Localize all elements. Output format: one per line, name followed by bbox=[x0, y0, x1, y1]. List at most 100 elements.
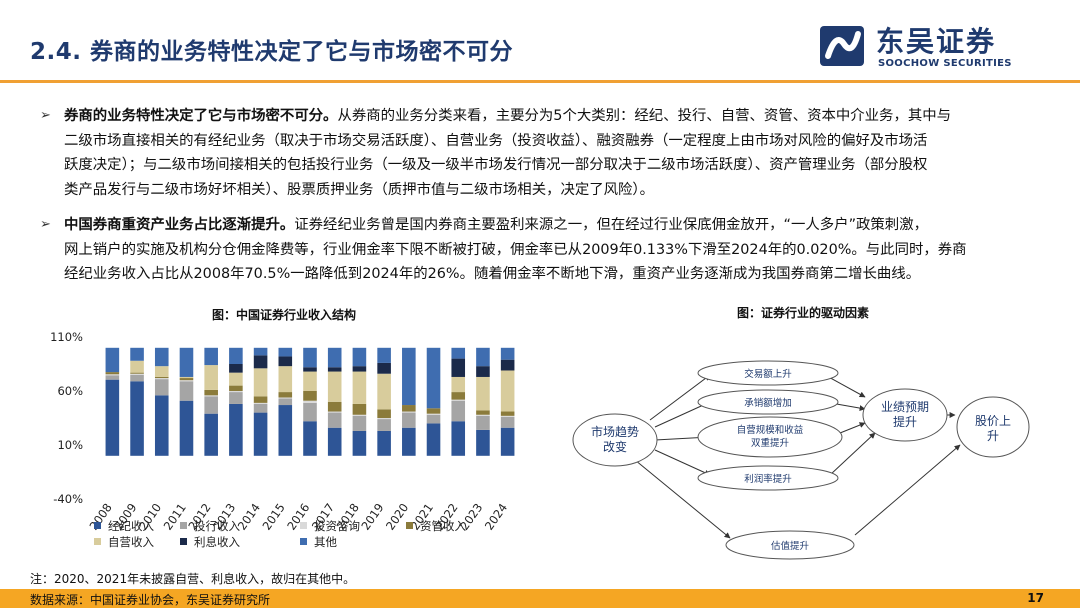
bar-2021-series-6 bbox=[426, 347, 441, 409]
legend-swatch bbox=[406, 522, 413, 529]
chart-y-ticks: 110% 60% 10% -40% bbox=[50, 330, 83, 506]
node-branch-2-text: 承销额增加 bbox=[744, 397, 792, 409]
bullet-1-line-1: 从券商的业务分类来看，主要分为5个大类别：经纪、投行、自营、资管、资本中介业务，… bbox=[337, 108, 952, 124]
bar-2022-series-5 bbox=[451, 358, 466, 377]
bullet-2-line-2: 网上销户的实施及机构分仓佣金降费等，行业佣金率下限不断被打破，佣金率已从2009… bbox=[64, 241, 967, 258]
bar-2017-series-0 bbox=[327, 427, 342, 456]
bar-2018-series-5 bbox=[352, 366, 367, 372]
bar-2024-series-3 bbox=[500, 411, 515, 416]
legend-swatch bbox=[300, 522, 307, 529]
chart-title: 图：中国证券行业收入结构 bbox=[212, 308, 357, 322]
legend-swatch bbox=[94, 522, 101, 529]
legend-label: 自营收入 bbox=[108, 535, 154, 549]
y-tick-label: 60% bbox=[57, 384, 83, 398]
legend-label: 投行收入 bbox=[194, 519, 240, 533]
bar-2012-series-1 bbox=[204, 396, 218, 414]
node-branch-2: 承销额增加 bbox=[697, 389, 839, 415]
legend-swatch bbox=[180, 538, 187, 545]
node-branch-3-text: 自营规模和收益双重提升 bbox=[737, 424, 804, 449]
chart-bars bbox=[105, 347, 515, 456]
footer-bar: 数据来源：中国证券业协会，东吴证券研究所 17 bbox=[0, 589, 1080, 608]
bullet-paragraph-2: 中国券商重资产业务占比逐渐提升。证券经纪业务曾是国内券商主要盈利来源之一，但在经… bbox=[64, 213, 1054, 287]
bullet-paragraph-1: 券商的业务特性决定了它与市场密不可分。从券商的业务分类来看，主要分为5个大类别：… bbox=[64, 104, 1054, 202]
node-branch-5-text: 估值提升 bbox=[771, 540, 810, 552]
legend-label: 经纪收入 bbox=[108, 519, 154, 533]
legend-swatch bbox=[94, 538, 101, 545]
bar-2019-series-3 bbox=[377, 409, 391, 418]
legend-label: 投资咨询 bbox=[314, 519, 360, 533]
bar-2024-series-6 bbox=[500, 347, 515, 360]
node-branch-1: 交易额上升 bbox=[697, 360, 839, 386]
bar-2023-series-4 bbox=[476, 376, 490, 411]
bar-2011-series-4 bbox=[179, 376, 194, 379]
node-target-text: 股价上升 bbox=[975, 414, 1011, 443]
x-tick-label: 2019 bbox=[358, 501, 386, 533]
bar-2018-series-2 bbox=[352, 414, 367, 416]
bar-2009-series-3 bbox=[130, 372, 144, 374]
bar-2015-series-4 bbox=[278, 366, 293, 393]
bar-2009-series-4 bbox=[130, 360, 144, 373]
revenue-structure-chart: 110%60%10%-40% 2008200920102011201220132… bbox=[50, 330, 515, 549]
bullet-2-line-3: 经纪业务收入占比从2008年70.5%一路降低到2024年的26%。随着佣金率不… bbox=[64, 266, 921, 282]
bar-2011-series-3 bbox=[179, 378, 194, 381]
bullet-1-lead: 券商的业务特性决定了它与市场密不可分。 bbox=[64, 108, 338, 124]
y-tick-label: 10% bbox=[57, 438, 83, 452]
bar-2021-series-0 bbox=[426, 423, 441, 456]
node-branch-4-text: 利润率提升 bbox=[744, 473, 792, 485]
bar-2013-series-4 bbox=[229, 372, 243, 386]
bar-2022-series-6 bbox=[451, 347, 466, 359]
node-middle: 业绩预期提升 bbox=[862, 388, 948, 442]
bar-2009-series-0 bbox=[130, 381, 144, 456]
bar-2021-series-2 bbox=[426, 413, 441, 415]
bar-2022-series-3 bbox=[451, 392, 466, 400]
bar-2020-series-6 bbox=[402, 347, 416, 406]
bar-2014-series-1 bbox=[253, 403, 268, 413]
bar-2024-series-4 bbox=[500, 370, 515, 412]
bar-2013-series-1 bbox=[229, 392, 243, 404]
node-target: 股价上升 bbox=[956, 396, 1030, 458]
bar-2024-series-0 bbox=[500, 427, 515, 456]
bar-2009-series-1 bbox=[130, 374, 144, 382]
bar-2018-series-3 bbox=[352, 403, 367, 415]
bar-2016-series-3 bbox=[303, 391, 317, 401]
bar-2019-series-1 bbox=[377, 419, 391, 431]
bar-2024-series-5 bbox=[500, 359, 515, 371]
bar-2014-series-3 bbox=[253, 396, 268, 403]
diagram-arrows bbox=[634, 374, 961, 539]
bar-2008-series-6 bbox=[105, 347, 120, 373]
page-title: 2.4. 券商的业务特性决定了它与市场密不可分 bbox=[30, 39, 513, 65]
legend-swatch bbox=[180, 522, 187, 529]
bar-2012-series-3 bbox=[204, 389, 218, 396]
bullet-1-line-3: 跃度决定）；与二级市场间接相关的包括投行业务（一级及一级半市场发行情况一部分取决… bbox=[64, 157, 928, 173]
bar-2011-series-1 bbox=[179, 381, 194, 401]
logo-english: SOOCHOW SECURITIES bbox=[878, 58, 1012, 69]
bar-2023-series-3 bbox=[476, 410, 490, 415]
node-middle-text: 业绩预期提升 bbox=[881, 400, 929, 429]
bar-2012-series-4 bbox=[204, 365, 218, 390]
bar-2021-series-3 bbox=[426, 408, 441, 414]
bar-2015-series-6 bbox=[278, 347, 293, 357]
bar-2022-series-0 bbox=[451, 421, 466, 456]
bar-2008-series-3 bbox=[105, 372, 120, 375]
y-tick-label: 110% bbox=[50, 330, 83, 344]
x-tick-label: 2024 bbox=[482, 501, 510, 533]
bar-2014-series-2 bbox=[253, 402, 268, 404]
bar-2017-series-4 bbox=[327, 371, 342, 402]
bar-2019-series-0 bbox=[377, 430, 391, 456]
bar-2023-series-5 bbox=[476, 366, 490, 377]
node-source: 市场趋势改变 bbox=[572, 413, 658, 467]
bar-2010-series-3 bbox=[154, 376, 169, 379]
bar-2017-series-6 bbox=[327, 347, 342, 368]
bar-2015-series-2 bbox=[278, 397, 293, 399]
legend-label: 其他 bbox=[314, 535, 337, 549]
chart-note: 注：2020、2021年未披露自营、利息收入，故归在其他中。 bbox=[30, 572, 356, 586]
bar-2011-series-0 bbox=[179, 400, 194, 456]
bar-2016-series-6 bbox=[303, 347, 317, 368]
bar-2013-series-2 bbox=[229, 391, 243, 393]
brand-logo: 东吴证券 SOOCHOW SECURITIES bbox=[818, 22, 1058, 72]
x-tick-label: 2015 bbox=[259, 501, 287, 533]
bullet-marker-2: ➢ bbox=[40, 217, 51, 232]
bar-2019-series-4 bbox=[377, 373, 391, 410]
bar-2020-series-0 bbox=[402, 427, 416, 456]
